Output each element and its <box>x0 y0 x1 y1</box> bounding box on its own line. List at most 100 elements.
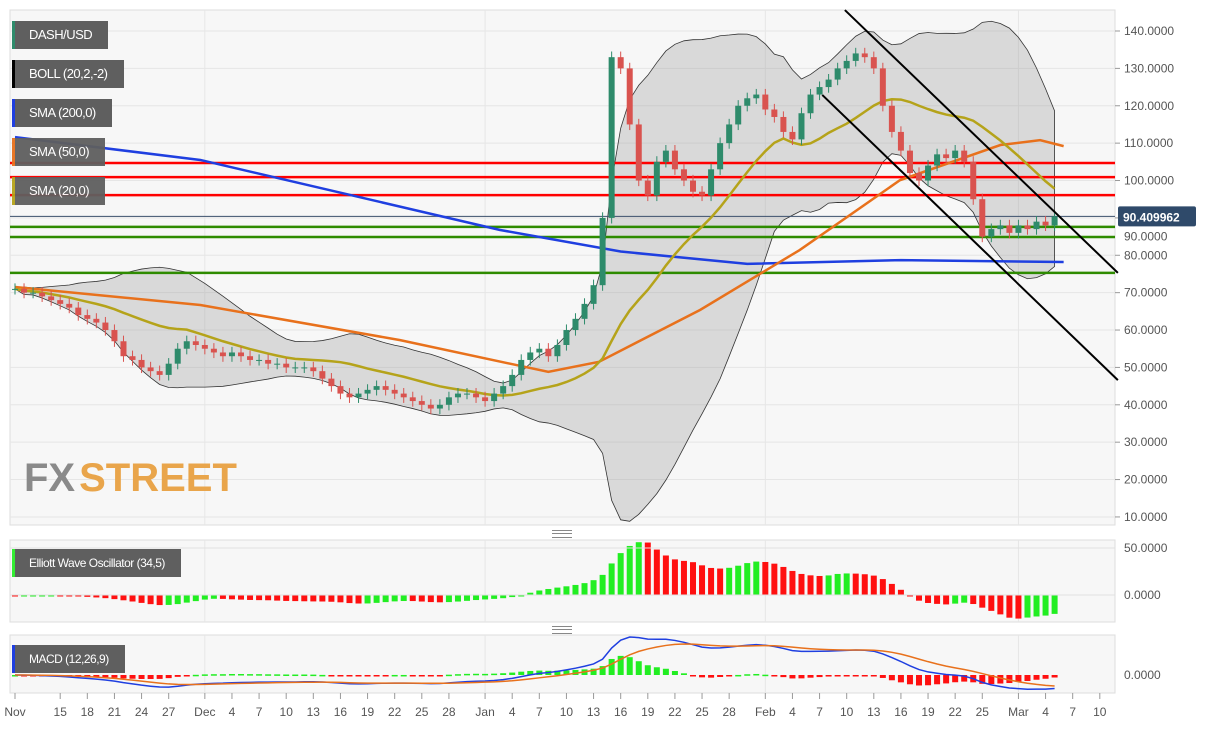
ewo-bar <box>491 595 498 599</box>
ewo-bar <box>988 595 995 611</box>
candle <box>599 217 606 286</box>
candle <box>265 359 272 364</box>
legend-dash-usd[interactable]: DASH/USD <box>12 21 109 49</box>
candle <box>1024 225 1031 230</box>
candle <box>1042 221 1049 226</box>
macd-histogram-bar <box>599 666 606 675</box>
candle <box>328 378 335 387</box>
panel-resize-handle[interactable] <box>552 530 572 538</box>
macd-histogram-bar <box>1033 675 1040 680</box>
ewo-bar <box>382 595 389 603</box>
ewo-bar <box>699 565 706 595</box>
ewo-bar <box>608 563 615 595</box>
candle <box>147 367 154 372</box>
candle <box>961 150 968 162</box>
candle <box>174 348 181 364</box>
macd-histogram-bar <box>662 668 669 675</box>
candle <box>518 359 525 375</box>
ewo-bar <box>789 570 796 595</box>
x-tick-label: 16 <box>614 705 628 719</box>
macd-histogram-bar <box>274 674 281 676</box>
ewo-bar <box>861 574 868 595</box>
ewo-bar <box>852 573 859 595</box>
legend-bollinger[interactable]: BOLL (20,2,-2) <box>12 60 124 88</box>
ewo-bar <box>717 568 724 595</box>
legend-sma-50[interactable]: SMA (50,0) <box>12 138 106 166</box>
macd-histogram-bar <box>762 674 769 677</box>
ewo-bar <box>735 565 742 595</box>
x-tick-label: 7 <box>256 705 263 719</box>
candle <box>916 173 922 181</box>
x-tick-label: 16 <box>334 705 348 719</box>
ewo-bar <box>1015 595 1022 619</box>
macd-histogram-bar <box>102 675 109 678</box>
candle <box>192 341 199 345</box>
legend-ewo[interactable]: Elliott Wave Oscillator (34,5) <box>12 549 181 577</box>
candle <box>997 225 1004 230</box>
macd-histogram-bar <box>256 674 263 676</box>
macd-histogram-bar <box>644 665 651 675</box>
macd-histogram-bar <box>843 675 850 677</box>
ewo-bar <box>934 595 941 604</box>
candle <box>500 386 507 394</box>
legend-sma-20[interactable]: SMA (20,0) <box>12 177 106 205</box>
ewo-tick-label: 0.0000 <box>1124 588 1161 602</box>
legend-sma-200[interactable]: SMA (200,0) <box>12 99 112 127</box>
macd-signal-line <box>14 643 1055 687</box>
candle <box>970 161 977 200</box>
candle <box>256 359 263 361</box>
ewo-bar <box>111 595 118 600</box>
macd-histogram-bar <box>283 674 290 676</box>
candle <box>84 315 91 319</box>
x-tick-label: 10 <box>280 705 294 719</box>
ewo-bar <box>1042 595 1049 616</box>
macd-histogram-bar <box>391 674 398 677</box>
ewo-bar <box>400 595 407 602</box>
x-tick-label: 16 <box>894 705 908 719</box>
macd-histogram-bar <box>925 675 932 686</box>
candle <box>138 359 145 368</box>
candle <box>708 169 715 196</box>
candle <box>201 344 208 349</box>
x-tick-label: 28 <box>442 705 456 719</box>
candle <box>943 154 950 159</box>
x-tick-label: 4 <box>789 705 796 719</box>
macd-histogram-bar <box>807 675 814 678</box>
macd-histogram-bar <box>328 675 335 677</box>
macd-histogram-bar <box>427 675 434 677</box>
macd-histogram-bar <box>1024 675 1031 682</box>
macd-histogram-bar <box>111 675 118 678</box>
ewo-bar <box>906 595 913 597</box>
ewo-bar <box>943 595 950 605</box>
panel-resize-handle[interactable] <box>552 626 572 634</box>
macd-histogram-bar <box>1042 675 1049 679</box>
sma-200-line <box>14 135 1064 266</box>
macd-histogram-bar <box>961 675 968 682</box>
ewo-bar <box>30 595 37 597</box>
x-tick-label: 22 <box>948 705 962 719</box>
ewo-bar <box>671 559 678 595</box>
candle <box>717 143 724 170</box>
macd-histogram-bar <box>518 671 525 675</box>
ewo-bar <box>75 595 82 597</box>
ewo-bar <box>825 575 832 595</box>
ewo-bar <box>364 595 371 604</box>
candle <box>798 113 805 140</box>
ewo-bar <box>518 595 525 597</box>
macd-histogram-bar <box>861 675 868 677</box>
macd-histogram-bar <box>590 668 597 675</box>
legend-macd[interactable]: MACD (12,26,9) <box>12 645 125 673</box>
candle <box>238 352 244 357</box>
ewo-bar <box>337 595 344 603</box>
candle <box>590 285 597 304</box>
candle <box>527 352 534 360</box>
x-tick-label: 7 <box>1069 705 1076 719</box>
y-tick-label: 40.0000 <box>1124 398 1168 412</box>
ewo-bar <box>961 595 968 603</box>
candle <box>337 386 344 394</box>
ewo-bar <box>454 595 461 602</box>
macd-histogram-bar <box>129 675 136 679</box>
macd-histogram-bar <box>952 675 959 683</box>
ewo-bar <box>436 595 443 603</box>
